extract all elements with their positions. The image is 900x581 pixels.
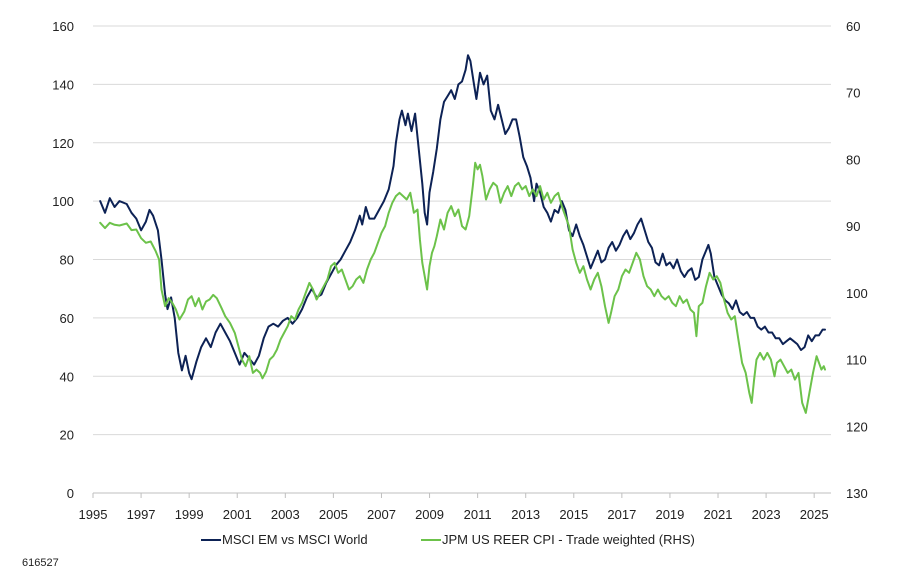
x-tick-label: 2009 — [415, 507, 444, 522]
y-right-tick-label: 100 — [846, 286, 868, 301]
series-line-msci-em-vs-world — [99, 54, 826, 381]
series-line-jpm-us-reer — [99, 161, 826, 414]
x-tick-label: 2017 — [607, 507, 636, 522]
x-tick-label: 2025 — [800, 507, 829, 522]
y-right-tick-label: 80 — [846, 152, 860, 167]
x-tick-label: 2023 — [752, 507, 781, 522]
y-left-tick-label: 40 — [60, 369, 74, 384]
legend-item-msci-label: MSCI EM vs MSCI World — [222, 532, 368, 547]
y-left-tick-label: 80 — [60, 253, 74, 268]
x-tick-label: 1997 — [127, 507, 156, 522]
footnote: 616527 — [22, 557, 59, 569]
x-tick-label: 2007 — [367, 507, 396, 522]
y-right-tick-label: 70 — [846, 86, 860, 101]
x-tick-label: 2011 — [464, 507, 492, 522]
y-right-tick-label: 60 — [846, 19, 860, 34]
x-tick-label: 2019 — [655, 507, 684, 522]
legend-item-jpm-label: JPM US REER CPI - Trade weighted (RHS) — [442, 532, 695, 547]
x-tick-label: 1995 — [79, 507, 108, 522]
x-tick-label: 2013 — [511, 507, 540, 522]
y-left-tick-label: 160 — [52, 19, 74, 34]
y-right-tick-label: 90 — [846, 219, 860, 234]
y-left-tick-label: 60 — [60, 311, 74, 326]
x-tick-label: 2021 — [704, 507, 733, 522]
y-left-tick-label: 140 — [52, 77, 74, 92]
x-tick-label: 1999 — [175, 507, 204, 522]
x-tick-label: 2005 — [319, 507, 348, 522]
y-left-tick-label: 100 — [52, 194, 74, 209]
x-tick-label: 2001 — [223, 507, 252, 522]
y-right-tick-label: 110 — [846, 353, 867, 368]
y-left-tick-label: 20 — [60, 428, 74, 443]
y-left-tick-label: 120 — [52, 136, 74, 151]
x-tick-label: 2003 — [271, 507, 300, 522]
y-right-tick-label: 120 — [846, 419, 868, 434]
x-tick-label: 2015 — [559, 507, 588, 522]
y-right-tick-label: 130 — [846, 486, 868, 501]
y-left-tick-label: 0 — [67, 486, 74, 501]
